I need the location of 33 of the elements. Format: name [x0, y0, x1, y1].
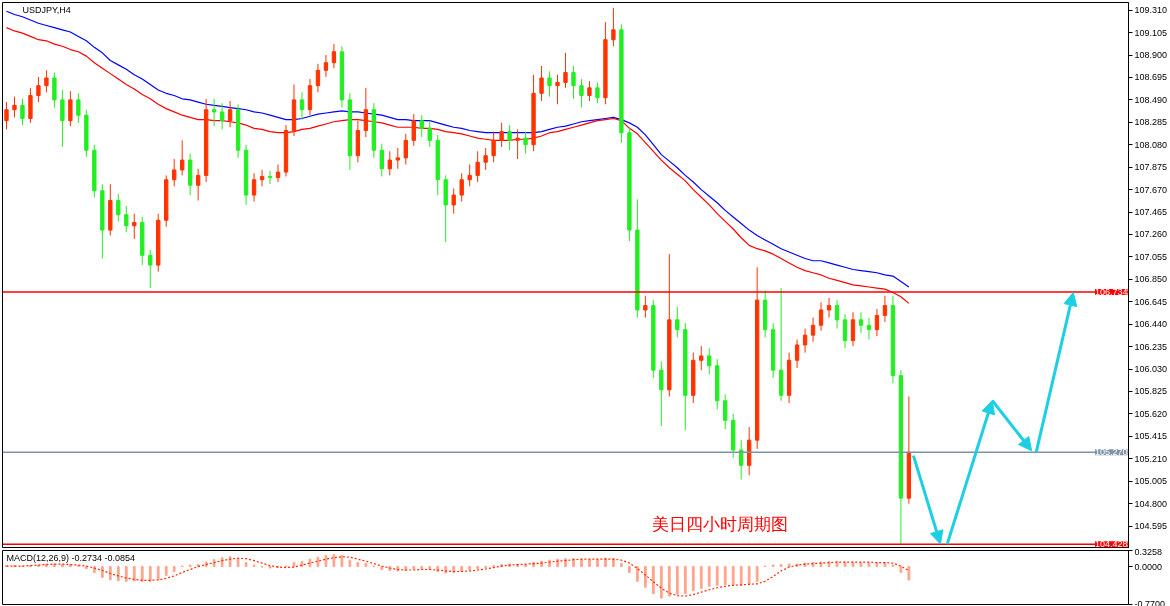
chart-title: MACD(12,26,9) -0.2734 -0.0854 — [6, 552, 136, 563]
y-tick-label: 108.080 — [1134, 139, 1168, 150]
y-tick-label: -0.7700 — [1134, 598, 1166, 606]
y-tick-label: 105.825 — [1134, 386, 1168, 397]
y-tick-label: 109.105 — [1134, 27, 1168, 38]
y-tick-label: 108.900 — [1134, 50, 1168, 61]
annotation: 美日四小时周期图 — [651, 514, 788, 534]
y-tick-label: 106.440 — [1134, 319, 1168, 330]
y-tick-label: 107.055 — [1134, 251, 1168, 262]
y-tick-label: 104.800 — [1134, 498, 1168, 509]
y-tick-label: 105.415 — [1134, 431, 1168, 442]
y-tick-label: 105.620 — [1134, 408, 1168, 419]
y-tick-label: 105.210 — [1134, 453, 1168, 464]
y-tick-label: 107.670 — [1134, 184, 1168, 195]
y-tick-label: 106.850 — [1134, 274, 1168, 285]
y-tick-label: 0.0000 — [1134, 561, 1163, 572]
y-tick-label: 108.285 — [1134, 117, 1168, 128]
ref-line-label: 106.734 — [1094, 287, 1128, 298]
chart-title: USDJPY,H4 — [22, 4, 71, 15]
ref-line-label: 104.428 — [1094, 539, 1128, 550]
y-tick-label: 109.310 — [1134, 5, 1168, 16]
y-tick-label: 106.235 — [1134, 341, 1168, 352]
ref-line-label: 105.270 — [1094, 447, 1128, 458]
y-tick-label: 105.005 — [1134, 476, 1168, 487]
y-tick-label: 0.3258 — [1134, 546, 1163, 557]
y-tick-label: 108.695 — [1134, 72, 1168, 83]
y-tick-label: 104.595 — [1134, 521, 1168, 532]
y-tick-label: 107.260 — [1134, 229, 1168, 240]
y-tick-label: 107.465 — [1134, 207, 1168, 218]
y-tick-label: 108.490 — [1134, 94, 1168, 105]
y-tick-label: 106.645 — [1134, 296, 1168, 307]
y-tick-label: 107.875 — [1134, 162, 1168, 173]
y-tick-label: 106.030 — [1134, 364, 1168, 375]
